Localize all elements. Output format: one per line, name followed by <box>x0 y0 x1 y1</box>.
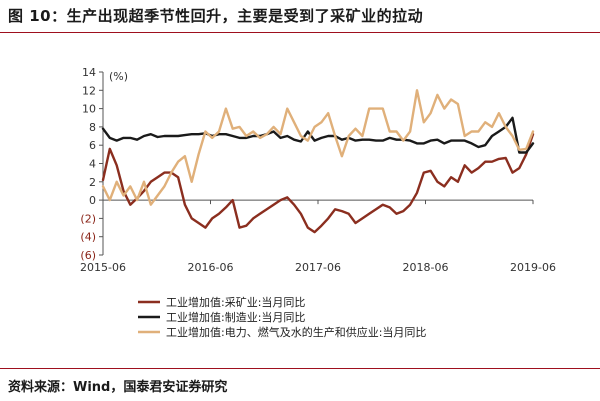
x-axis: 2015-06 2016-06 2017-06 2018-06 2019-06 <box>80 199 556 274</box>
y-axis: 14 12 10 8 6 4 2 0 (2) (4) (6) (%) <box>80 66 128 262</box>
legend-label-3: 工业增加值:电力、燃气及水的生产和供应业:当月同比 <box>166 325 426 339</box>
y-tick-label: (2) <box>80 212 96 225</box>
y-tick-label: 8 <box>89 121 96 134</box>
y-tick-label: 10 <box>82 103 96 116</box>
x-tick-label: 2016-06 <box>188 261 234 274</box>
legend-label-2: 工业增加值:制造业:当月同比 <box>166 310 305 324</box>
series-line-2 <box>101 116 535 154</box>
x-tick-label: 2017-06 <box>295 261 341 274</box>
source-note: 资料来源：Wind，国泰君安证券研究 <box>8 380 228 395</box>
series-line-1 <box>101 132 535 234</box>
series-lines <box>101 89 535 234</box>
y-tick-label: 0 <box>89 194 96 207</box>
y-tick-label: (4) <box>80 231 96 244</box>
legend-label-1: 工业增加值:采矿业:当月同比 <box>166 295 305 309</box>
series-line-3 <box>101 89 535 206</box>
y-tick-label: 2 <box>89 176 96 189</box>
x-tick-label: 2019-06 <box>510 261 556 274</box>
x-tick-label: 2015-06 <box>80 261 126 274</box>
y-tick-label: 12 <box>82 84 96 97</box>
y-tick-label: 4 <box>89 158 96 171</box>
y-tick-label: (6) <box>80 249 96 262</box>
y-unit-label: (%) <box>109 70 128 83</box>
figure-title: 图 10：生产出现超季节性回升，主要是受到了采矿业的拉动 <box>8 7 424 25</box>
source-divider <box>0 368 600 369</box>
y-tick-label: 14 <box>82 66 96 79</box>
x-tick-label: 2018-06 <box>403 261 449 274</box>
y-tick-label: 6 <box>89 139 96 152</box>
legend: 工业增加值:采矿业:当月同比工业增加值:制造业:当月同比工业增加值:电力、燃气及… <box>138 295 426 339</box>
title-divider <box>0 32 600 33</box>
